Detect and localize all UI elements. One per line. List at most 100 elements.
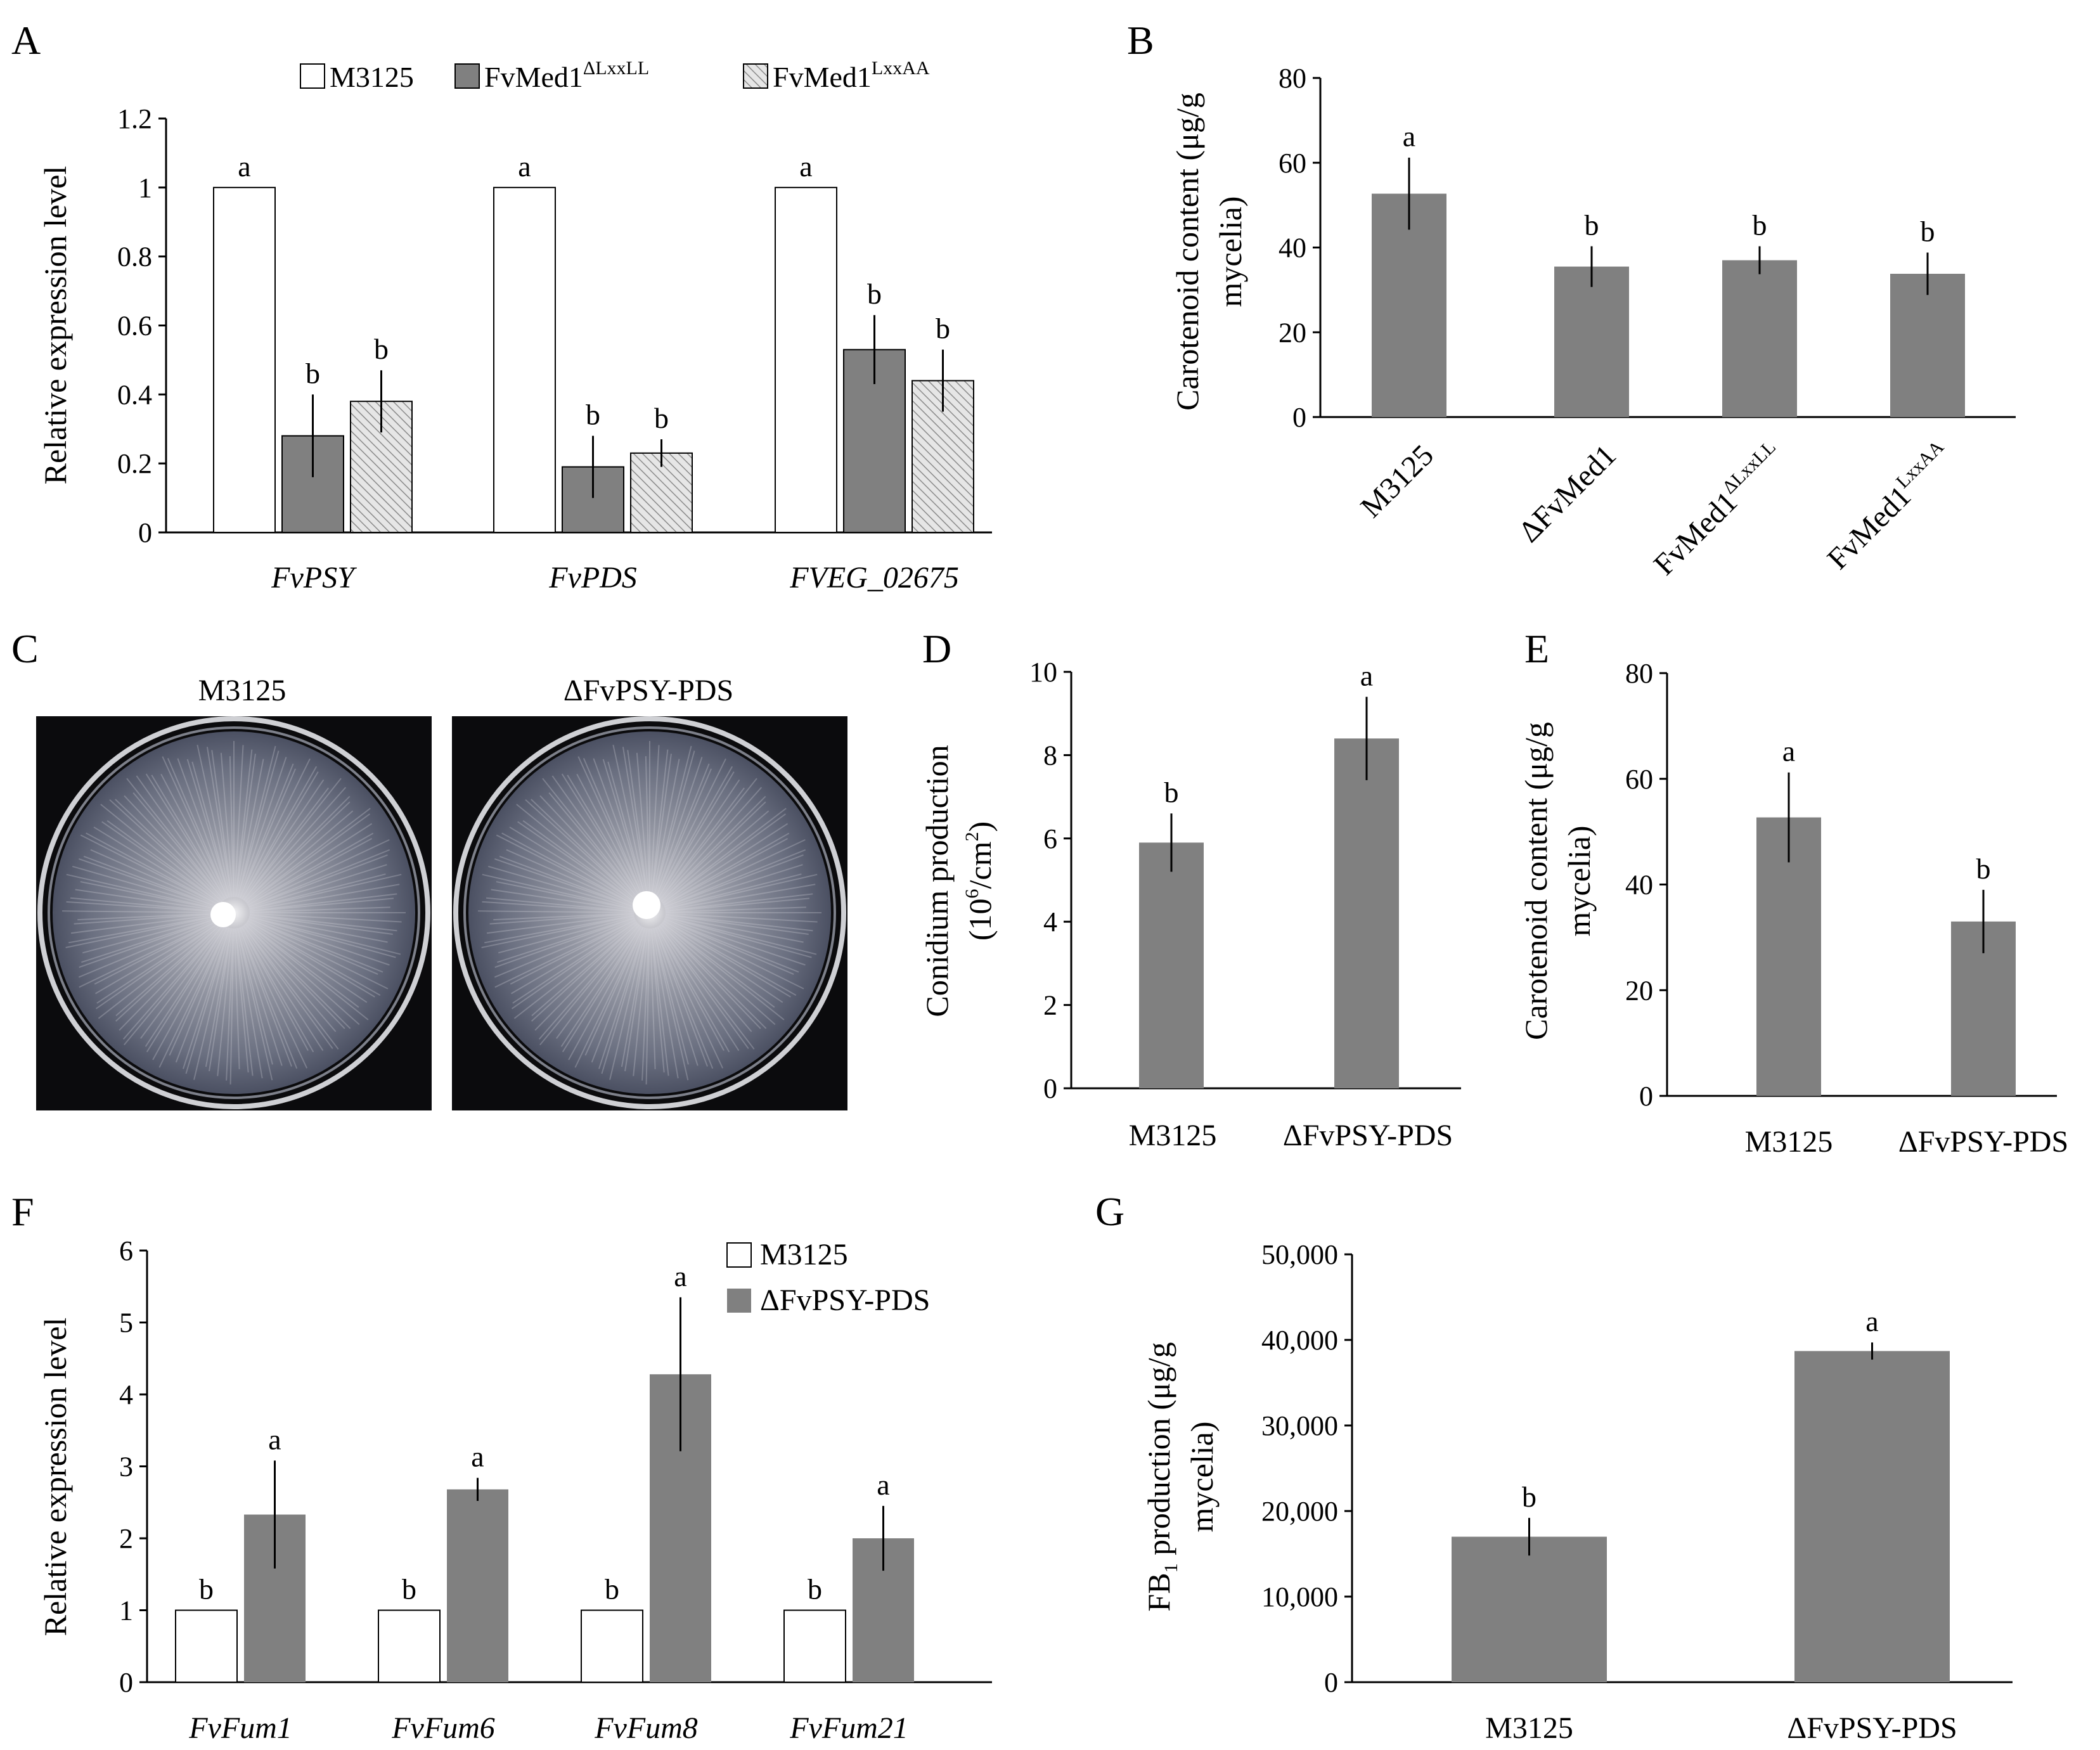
mycelium-strand <box>662 823 789 905</box>
mycelium-strand <box>169 927 228 1056</box>
mycelium-strand <box>574 927 644 1068</box>
mycelium-strand <box>556 925 641 1039</box>
legend-superscript: ΔLxxLL <box>583 58 649 79</box>
mycelium-strand <box>98 922 222 1019</box>
mycelium-strand <box>248 854 388 908</box>
category-label: M3125 <box>1129 1119 1217 1152</box>
mycelium-strand <box>656 926 725 1051</box>
mycelium-strand <box>664 854 804 908</box>
mycelium-strand <box>509 827 637 905</box>
mycelium-strand <box>663 832 790 906</box>
plate-right-rim <box>453 716 846 1109</box>
mycelium-strand <box>609 928 647 1080</box>
mycelium-strand <box>489 913 635 925</box>
mycelium-strand <box>239 763 294 899</box>
mycelium-strand <box>236 928 273 1081</box>
mycelium-strand <box>209 928 233 1072</box>
mycelium-strand <box>186 759 230 898</box>
y-axis-label-line-1: Carotenoid content (μg/g <box>1518 722 1554 1040</box>
mycelium-strand <box>498 916 635 954</box>
y-tick-label: 30,000 <box>1261 1410 1338 1441</box>
mycelium-strand <box>655 763 710 899</box>
mycelium-strand <box>601 927 646 1074</box>
mycelium-strand <box>497 917 635 963</box>
ylabel-superscript: 2 <box>962 832 982 842</box>
y-tick-label: 0 <box>138 517 152 548</box>
mycelium-strand <box>160 773 228 899</box>
mycelium-strand <box>484 915 635 944</box>
y-tick-label: 1 <box>119 1595 133 1626</box>
mycelium-strand <box>659 787 763 902</box>
mycelium-strand <box>242 779 325 900</box>
mycelium-strand <box>243 778 342 901</box>
y-tick-label: 2 <box>119 1523 133 1554</box>
y-axis-label-line-2: mycelia) <box>1561 826 1597 937</box>
significance-letter: b <box>1921 216 1935 248</box>
y-tick-label: 80 <box>1625 658 1653 689</box>
mycelium-strand <box>591 927 645 1063</box>
mycelium-strand <box>152 926 227 1060</box>
bar <box>378 1609 441 1683</box>
significance-letter: a <box>518 150 531 183</box>
panel-label-g: G <box>1095 1189 1124 1234</box>
y-tick-label: 4 <box>119 1379 133 1410</box>
panel-label-a: A <box>11 18 41 63</box>
mycelium-strand <box>491 889 635 911</box>
chart-a: 0 0.2 0.4 0.6 0.8 1 1.2 Relative expression lev… <box>37 58 992 595</box>
category-text: M3125 <box>1354 439 1440 525</box>
y-tick-label: 1 <box>138 172 152 203</box>
mycelium-strand <box>652 928 689 1081</box>
legend-label: FvMed1ΔLxxLL <box>484 58 649 93</box>
bar <box>493 186 556 534</box>
mycelium-strand <box>78 918 220 978</box>
mycelium-strand <box>654 927 699 1066</box>
legend-label: FvMed1LxxAA <box>773 58 930 93</box>
bar <box>447 1489 508 1682</box>
legend-swatch <box>454 63 480 89</box>
y-tick-label: 0.4 <box>117 379 152 410</box>
bar <box>1334 738 1399 1088</box>
mycelium-strand <box>665 916 817 955</box>
legend-swatch <box>300 63 325 89</box>
mycelium-strand <box>80 834 221 906</box>
mycelium-strand <box>235 928 249 1073</box>
mycelium-strand <box>645 928 650 1084</box>
mycelium-strand <box>83 856 219 908</box>
significance-letter: a <box>799 150 812 183</box>
y-axis-label-line-1: FB1 production (μg/g <box>1141 1342 1182 1611</box>
mycelium-strand <box>664 916 812 958</box>
mycelium-strand <box>534 923 640 1031</box>
y-tick-label: 0 <box>1043 1073 1057 1104</box>
mycelium-strand <box>501 832 636 906</box>
mycelium-strand <box>499 856 635 908</box>
mycelium-strand <box>665 873 818 910</box>
bar <box>1794 1351 1950 1682</box>
mycelium-strand <box>226 928 234 1081</box>
legend-label: M3125 <box>760 1238 848 1271</box>
mycelium-strand <box>196 744 231 898</box>
mycelium-strand <box>506 849 636 907</box>
significance-letter: b <box>1585 209 1599 241</box>
mycelium-strand <box>665 913 818 923</box>
mycelium-strand <box>551 775 641 901</box>
significance-letter: a <box>674 1260 686 1292</box>
y-tick-label: 0.2 <box>117 448 152 479</box>
mycelium-strand <box>241 926 314 1053</box>
bar <box>581 1609 643 1683</box>
mycelium-strand <box>662 807 787 904</box>
mycelium-strand <box>607 761 647 898</box>
mycelium-strand <box>81 917 219 963</box>
y-tick-label: 10,000 <box>1261 1581 1338 1612</box>
mycelium-strand <box>481 915 635 948</box>
mycelium-strand <box>548 792 640 901</box>
mycelium-strand <box>243 924 337 1033</box>
ylabel-part: (10 <box>962 898 998 941</box>
mycelium-strand <box>627 750 648 898</box>
mycelium-strand <box>68 915 219 944</box>
panel-label-d: D <box>922 626 951 671</box>
mycelium-strand <box>660 801 766 903</box>
mycelium-strand <box>478 910 635 913</box>
mycelium-strand <box>531 922 638 1017</box>
significance-letter: a <box>1782 735 1795 768</box>
